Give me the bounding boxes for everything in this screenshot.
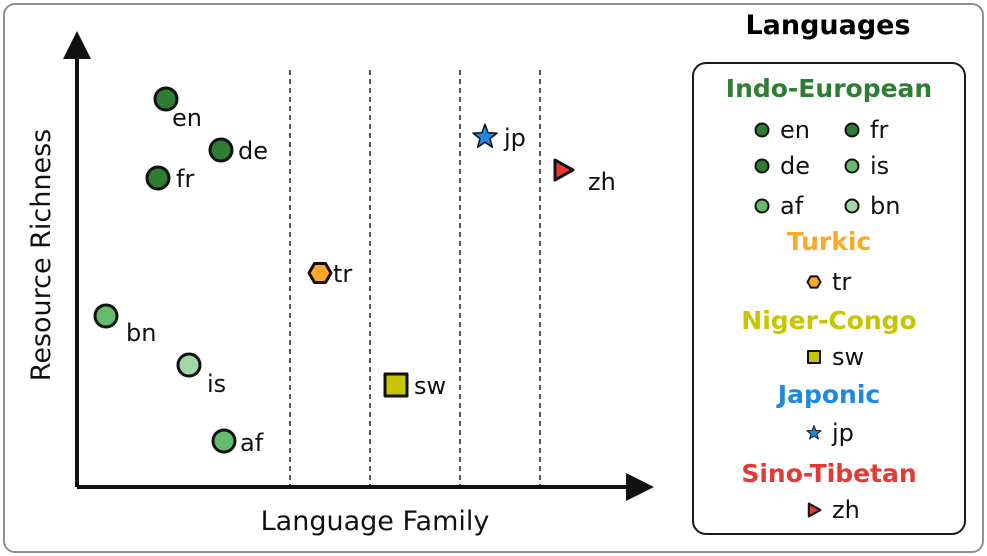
legend-item-label: jp [832,419,854,447]
point-zh-label: zh [588,168,616,196]
legend-family-heading: Sino-Tibetan [741,459,917,488]
legend-item-label: af [780,192,804,220]
legend-item-label: is [870,152,890,180]
circle-icon [754,158,770,174]
point-en-label: en [172,104,202,132]
star-icon [806,425,822,440]
hexagon-icon [806,275,822,289]
triangle-icon [807,502,822,518]
point-en-marker [153,86,179,112]
legend: Indo-European en fr de is af bn Turkic tr Niger-C… [692,62,966,535]
legend-item-label: bn [870,192,901,220]
square-icon [807,350,821,364]
point-tr-marker [307,262,333,284]
legend-item-label: de [780,152,810,180]
circle-icon [844,198,860,214]
point-de-label: de [238,137,268,165]
point-jp-marker [472,123,498,148]
point-af-label: af [240,429,264,457]
point-bn-marker [93,303,119,329]
legend-item-jp: jp [804,419,854,447]
legend-item-label: sw [832,343,865,371]
circle-icon [754,122,770,138]
legend-item-label: en [780,116,810,144]
circle-icon [754,198,770,214]
point-is-label: is [207,370,226,398]
legend-item-is: is [842,152,889,180]
legend-item-bn: bn [842,192,900,220]
legend-title: Languages [745,10,911,41]
legend-item-label: tr [832,268,852,296]
point-is-marker [176,352,202,378]
circle-icon [844,122,860,138]
x-axis-title: Language Family [261,506,490,537]
legend-item-fr: fr [842,116,888,144]
point-fr-marker [145,165,171,191]
scatter-diagram: Language Family Resource Richness en de fr… [26,31,654,537]
legend-family-heading: Turkic [786,227,872,256]
legend-item-label: zh [832,496,860,524]
legend-item-af: af [752,192,803,220]
point-sw-marker [383,372,409,398]
legend-item-sw: sw [804,343,864,371]
point-sw-label: sw [414,372,446,400]
legend-item-en: en [752,116,810,144]
point-jp-label: jp [503,124,526,152]
y-axis-title: Resource Richness [26,129,57,381]
point-bn-label: bn [126,319,156,347]
legend-family-heading: Japonic [777,380,881,409]
legend-item-zh: zh [804,496,860,524]
circle-icon [844,158,860,174]
legend-family-heading: Niger-Congo [741,306,917,335]
point-tr-label: tr [333,260,352,288]
point-fr-label: fr [176,165,194,193]
legend-item-tr: tr [804,268,851,296]
point-af-marker [211,428,237,454]
point-de-marker [208,137,234,163]
legend-item-label: fr [870,116,889,144]
legend-item-de: de [752,152,810,180]
point-zh-marker [553,158,575,182]
legend-family-heading: Indo-European [725,74,933,103]
